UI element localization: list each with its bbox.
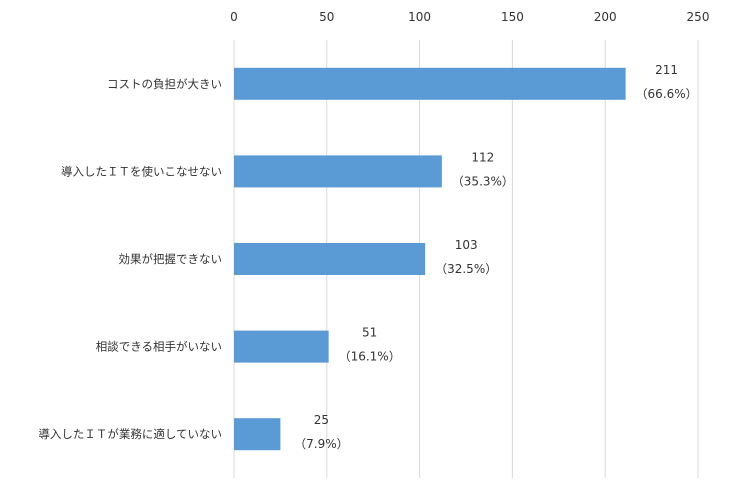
x-axis-ticks: 0 50 100 150 200 250 xyxy=(230,10,709,24)
category-label-1: コストの負担が大きい xyxy=(107,77,222,91)
bars xyxy=(234,67,626,451)
percent-label-1: （66.6%） xyxy=(636,87,698,101)
value-labels: 211 （66.6%） 112 （35.3%） 103 （32.5%） 51 （16.1%） 2… xyxy=(294,63,698,451)
value-label-5: 25 xyxy=(314,413,329,427)
x-tick-label-150: 150 xyxy=(501,10,524,24)
x-tick-label-100: 100 xyxy=(408,10,431,24)
x-tick-label-250: 250 xyxy=(687,10,710,24)
percent-label-5: （7.9%） xyxy=(294,437,349,451)
category-label-5: 導入したＩＴが業務に適していない xyxy=(38,427,222,441)
bar-5 xyxy=(234,418,281,451)
percent-label-3: （32.5%） xyxy=(435,262,497,276)
value-label-3: 103 xyxy=(455,238,478,252)
bar-4 xyxy=(234,330,329,363)
category-label-3: 効果が把握できない xyxy=(119,252,223,266)
percent-label-4: （16.1%） xyxy=(339,350,401,364)
category-labels: コストの負担が大きい導入したＩＴを使いこなせない効果が把握できない相談できる相手… xyxy=(38,77,222,441)
category-label-4: 相談できる相手がいない xyxy=(96,340,222,354)
x-tick-label-50: 50 xyxy=(319,10,334,24)
value-label-1: 211 xyxy=(655,63,678,77)
bar-1 xyxy=(234,67,626,100)
percent-label-2: （35.3%） xyxy=(452,174,514,188)
x-tick-label-200: 200 xyxy=(594,10,617,24)
bar-2 xyxy=(234,155,442,188)
x-tick-label-0: 0 xyxy=(230,10,238,24)
value-label-4: 51 xyxy=(362,326,377,340)
category-label-2: 導入したＩＴを使いこなせない xyxy=(61,164,222,178)
bar-3 xyxy=(234,243,426,275)
value-label-2: 112 xyxy=(471,150,494,164)
